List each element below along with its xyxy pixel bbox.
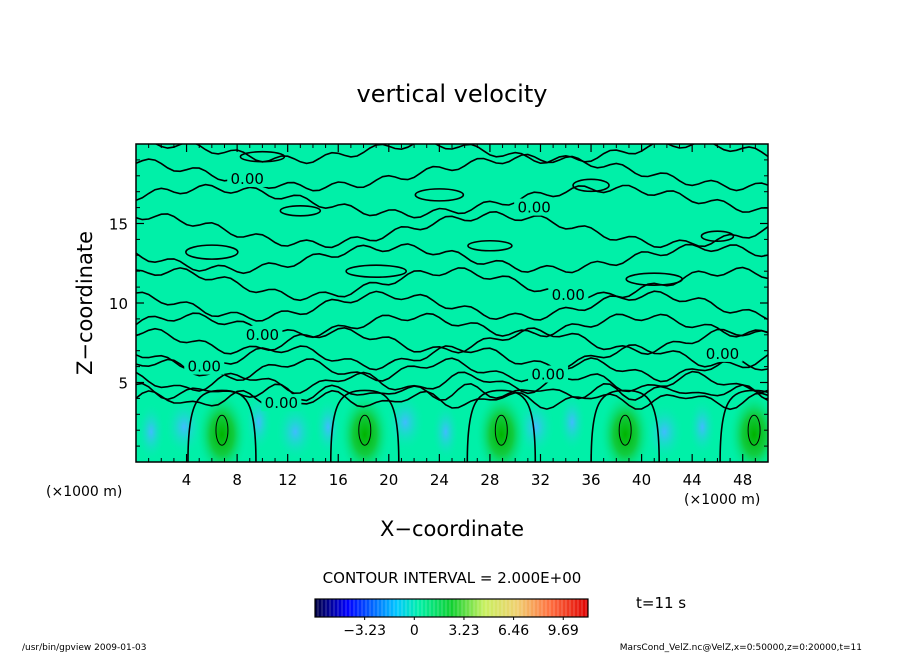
contour-label: 0.00	[531, 366, 564, 384]
plot-area: 0.00 0.00 0.00 0.00 0.00 0.00 0.00 0.00	[136, 144, 768, 462]
contour-line	[136, 357, 768, 383]
x-tick-label: 12	[278, 471, 297, 489]
updraft-inner-contour	[358, 414, 372, 446]
contour-label-bg	[227, 169, 268, 187]
colorbar-ticks: −3.23 0 3.23 6.46 9.69	[343, 617, 579, 639]
x-tick-label: 32	[531, 471, 550, 489]
y-tick-label: 10	[109, 295, 128, 313]
contour-blob	[572, 178, 610, 193]
contour-blob	[279, 204, 322, 217]
colorbar-tick-label: 6.46	[498, 623, 529, 639]
footer-right: MarsCond_VelZ.nc@VelZ,x=0:50000,z=0:2000…	[620, 643, 862, 653]
x-tick-label: 44	[683, 471, 702, 489]
downdraft-layer	[137, 392, 717, 462]
contour-line	[136, 326, 768, 356]
x-tick-label: 16	[329, 471, 348, 489]
contour-label-bg	[514, 198, 555, 216]
contour-line	[136, 382, 768, 402]
contour-label: 0.00	[517, 199, 550, 217]
contour-labels: 0.00 0.00 0.00 0.00 0.00 0.00 0.00 0.00	[184, 169, 743, 412]
x-unit-left: (×1000 m)	[46, 484, 122, 500]
contour-label-bg	[528, 365, 569, 383]
updraft-contour	[329, 389, 400, 462]
updraft-inner-contour	[747, 414, 761, 446]
updraft-inner-contour	[494, 414, 508, 446]
contour-blob	[239, 150, 286, 163]
contour-blob	[700, 230, 735, 243]
contour-label: 0.00	[246, 326, 279, 344]
contour-label-bg	[242, 325, 283, 343]
downdraft-patch	[137, 401, 166, 462]
contour-label: 0.00	[552, 286, 585, 304]
contour-line	[136, 389, 768, 411]
x-tick-label: 40	[632, 471, 651, 489]
colorbar-tick-label: 0	[410, 623, 419, 639]
contour-line	[136, 183, 768, 219]
x-tick-label: 8	[232, 471, 242, 489]
y-tick-label: 15	[109, 216, 128, 234]
contour-label: 0.00	[706, 345, 739, 363]
chart-title: vertical velocity	[357, 80, 548, 108]
updraft-core	[728, 386, 768, 462]
contour-label-bg	[702, 344, 743, 362]
colorbar-tick-label: 9.69	[548, 623, 579, 639]
contour-line	[136, 290, 768, 322]
downdraft-patch	[688, 397, 717, 458]
contour-line	[136, 344, 768, 371]
contour-blob	[414, 188, 465, 202]
colorbar: −3.23 0 3.23 6.46 9.69	[314, 598, 589, 639]
x-tick-label: 48	[733, 471, 752, 489]
contour-label-bg	[548, 286, 589, 304]
updraft-inner-contour	[618, 414, 632, 446]
colorbar-tick-label: −3.23	[343, 623, 386, 639]
contour-label-bg	[184, 357, 225, 375]
x-tick-label: 20	[379, 471, 398, 489]
x-tick-label: 24	[430, 471, 449, 489]
contour-label-bg	[261, 394, 302, 412]
downdraft-patch	[275, 401, 316, 462]
colorbar-gradient	[315, 599, 588, 617]
contour-blob	[625, 272, 684, 286]
colorbar-frame	[314, 598, 589, 618]
contour-line	[136, 210, 768, 249]
colorbar-tick-label: 3.23	[448, 623, 479, 639]
updraft-contour	[466, 389, 537, 462]
updraft-contour	[187, 389, 257, 462]
downdraft-patch	[558, 392, 587, 453]
downdraft-patch	[431, 401, 460, 462]
contour-label: 0.00	[188, 358, 221, 376]
contour-line	[136, 144, 768, 165]
contour-blob	[345, 264, 407, 279]
contour-label: 0.00	[265, 394, 298, 412]
colorbar-stripes	[317, 599, 587, 617]
y-axis-label: Z−coordinate	[73, 231, 97, 375]
y-tick-label: 5	[118, 375, 128, 393]
x-tick-label: 4	[182, 471, 192, 489]
x-axis: 4 8 12 16 20 24 28 32 36 40 44 48	[148, 144, 756, 489]
contour-lines	[136, 144, 768, 462]
x-tick-label: 36	[581, 471, 600, 489]
contour-blob	[185, 244, 239, 260]
contour-line	[136, 312, 768, 339]
downdraft-patch	[644, 401, 685, 462]
updraft-inner-contour	[215, 414, 229, 446]
x-unit-right: (×1000 m)	[684, 492, 760, 508]
contour-line	[136, 370, 768, 395]
updraft-core	[338, 386, 391, 462]
contour-interval: CONTOUR INTERVAL = 2.000E+00	[323, 569, 582, 587]
footer-left: /usr/bin/gpview 2009-01-03	[22, 643, 146, 653]
updraft-core	[195, 386, 248, 462]
x-axis-label: X−coordinate	[380, 517, 524, 541]
downdraft-patch	[385, 392, 426, 453]
time-label: t=11 s	[636, 594, 686, 612]
contour-blob	[467, 239, 513, 252]
updraft-core	[599, 386, 652, 462]
x-tick-label: 28	[480, 471, 499, 489]
downdraft-patch	[164, 397, 205, 458]
contour-label: 0.00	[231, 170, 264, 188]
updraft-core	[475, 386, 528, 462]
contour-line	[136, 243, 768, 275]
y-axis: 5 10 15	[109, 159, 768, 447]
